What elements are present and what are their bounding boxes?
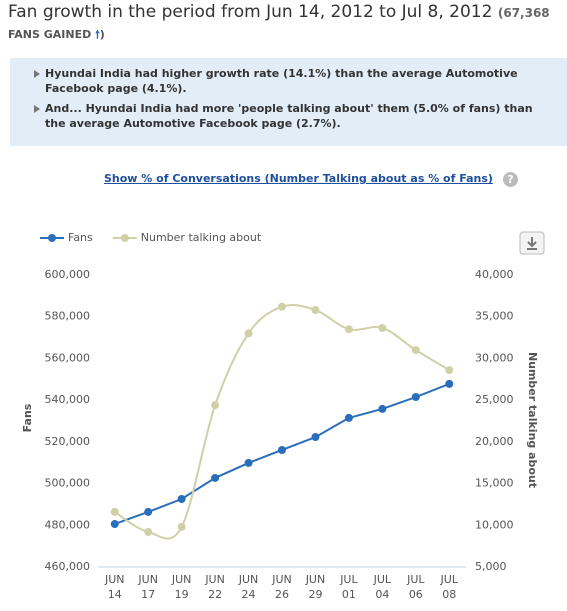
point [144,527,153,536]
point [244,329,253,338]
x-tick-label: JUL 04 [373,573,392,601]
gain-line: FANS GAINED 🠕) [8,26,105,45]
x-tick-label: JUN 26 [271,573,292,601]
point [311,306,320,315]
download-icon [527,237,537,250]
gain-close: ) [99,28,105,41]
title: Fan growth in the period from Jun 14, 20… [8,2,493,22]
insight: And... Hyundai India had more 'people ta… [34,101,545,131]
point [211,401,220,410]
conversation-link[interactable]: Show % of Conversations (Number Talking … [104,172,493,185]
point [378,404,387,413]
y-tick-label: 460,000 [45,560,91,573]
insight-box: Hyundai India had higher growth rate (14… [10,58,567,146]
y-tick-label: 580,000 [45,310,91,323]
point [177,522,186,531]
y2-tick-label: 40,000 [475,268,514,281]
point [344,325,353,334]
y2-tick-label: 25,000 [475,393,514,406]
point [278,302,286,311]
point [244,458,253,467]
y-tick-label: 500,000 [45,477,91,490]
y2-axis-title: Number talking about [526,352,539,488]
x-tick-label: JUL 06 [406,573,425,601]
y-axis-title: Fans [21,403,34,432]
legend-label: Fans [68,231,93,244]
point [445,366,454,375]
point [311,433,320,442]
point [211,473,220,482]
y2-tick-label: 5,000 [475,560,507,573]
point [110,520,119,529]
point [344,413,353,422]
x-tick-label: JUN 29 [305,573,326,601]
y2-tick-label: 20,000 [475,435,514,448]
y2-tick-label: 30,000 [475,351,514,364]
point [378,323,387,332]
point [110,507,119,516]
x-tick-label: JUN 17 [137,573,158,601]
y2-tick-label: 35,000 [475,310,514,323]
y-tick-label: 480,000 [45,518,91,531]
gain-label: FANS GAINED [8,28,92,41]
x-tick-label: JUL 01 [339,573,358,601]
x-tick-label: JUN 22 [204,573,225,601]
insight: Hyundai India had higher growth rate (14… [34,66,545,96]
y2-tick-label: 10,000 [475,518,514,531]
y2-tick-label: 15,000 [475,477,514,490]
point [278,445,286,454]
legend-marker [48,234,56,242]
chart: 460,000 480,000 500,000 520,000 540,000 560,0… [21,231,545,601]
help-icon[interactable]: ? [503,172,518,187]
y-tick-label: 560,000 [45,351,91,364]
title-line: Fan growth in the period from Jun 14, 20… [8,2,550,22]
y-tick-label: 600,000 [45,268,91,281]
x-tick-label: JUN 24 [238,573,259,601]
x-tick-label: JUN 19 [171,573,192,601]
point [411,346,420,355]
y-tick-label: 540,000 [45,393,91,406]
up-arrow: 🠕 [95,28,100,41]
y-tick-label: 520,000 [45,435,91,448]
point [177,495,186,504]
legend-label: Number talking about [141,231,262,244]
point [445,379,454,388]
x-tick-label: JUN 14 [104,573,125,601]
gain: (67,368 [497,6,550,20]
legend-marker [120,234,129,242]
x-tick-label: JUL 08 [440,573,459,601]
point [411,393,420,402]
point [144,507,153,516]
series-line [114,304,450,540]
